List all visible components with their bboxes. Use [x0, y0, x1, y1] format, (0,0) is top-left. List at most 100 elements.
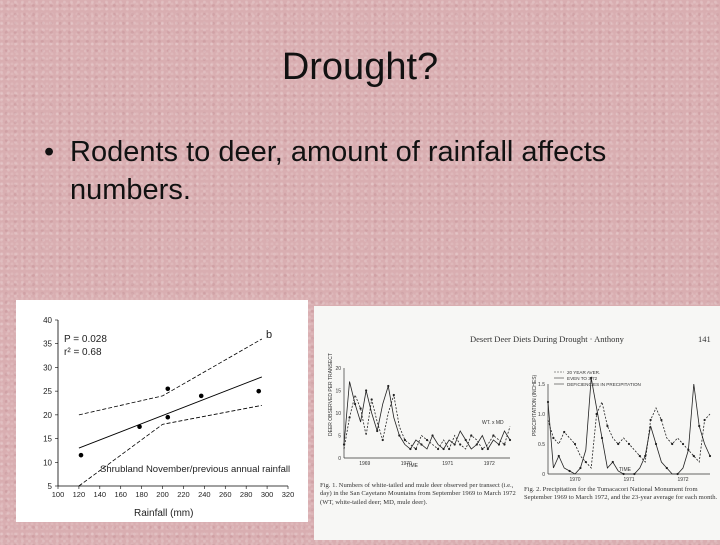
deer-chart-x-label: TIME — [406, 463, 419, 469]
precip-chart-x-tick-label: 1972 — [677, 477, 688, 483]
y-tick-label: 10 — [43, 458, 52, 467]
deer-chart-series-point — [414, 447, 418, 451]
deer-chart-series-point — [409, 447, 412, 451]
y-tick-label: 35 — [43, 340, 52, 349]
deer-chart-x-ticks: 1969 1970 1971 1972 — [359, 461, 495, 467]
precip-chart-x-tick-label: 1970 — [569, 477, 580, 483]
deer-chart-series-point — [420, 443, 423, 446]
data-point — [137, 424, 142, 430]
x-tick-label: 240 — [198, 490, 211, 499]
slide-title: Drought? — [281, 46, 439, 88]
deer-chart-series-point — [492, 434, 495, 437]
regression-line — [78, 376, 263, 449]
precip-chart-y-tick-label: 1.0 — [538, 412, 545, 418]
deer-chart-series-point — [459, 443, 462, 446]
journal-page-figure: Desert Deer Diets During Drought · Antho… — [314, 306, 720, 540]
deer-chart-series-point — [392, 393, 395, 397]
precip-chart-series-point — [557, 454, 560, 458]
deer-chart-series-point — [470, 434, 473, 437]
scatter-points — [78, 386, 262, 458]
precip-chart-series-point — [633, 472, 636, 476]
y-tick-label: 20 — [43, 411, 52, 420]
deer-chart-x-tick-label: 1971 — [442, 461, 453, 467]
precip-chart-series-point — [665, 466, 668, 470]
deer-chart-series-point — [436, 447, 440, 451]
deer-chart-y-tick-label: 20 — [335, 366, 341, 372]
scatter-x-label: Rainfall (mm) — [134, 508, 193, 519]
scatter-caption: Shrubland November/previous annual rainf… — [100, 464, 290, 475]
x-tick-label: 180 — [135, 490, 148, 499]
y-tick-label: 5 — [48, 482, 53, 491]
panel-label: b — [266, 329, 272, 341]
deer-chart-series-point — [425, 438, 429, 442]
y-tick-label: 30 — [43, 363, 52, 372]
deer-chart-series-point — [403, 438, 406, 442]
deer-chart-series-point — [481, 447, 484, 451]
precip-chart-caption-box: Fig. 2. Precipitation for the Tumacacori… — [524, 486, 718, 502]
precip-chart-series-point — [692, 454, 695, 458]
deer-chart-series-point — [370, 398, 373, 401]
precip-chart-series-point — [546, 400, 550, 404]
deer-chart-x-tick-label: 1969 — [359, 461, 370, 467]
precip-chart-y-tick-label: 0.5 — [538, 442, 545, 448]
precip-chart-series-point — [676, 472, 679, 476]
precip-chart-series-point — [627, 442, 631, 446]
precip-chart-series-point — [573, 442, 577, 446]
precip-chart-series-point — [584, 460, 587, 464]
deer-chart-x-tick-label: 1972 — [484, 461, 495, 467]
x-tick-label: 260 — [219, 490, 232, 499]
deer-chart-y-tick-label: 0 — [338, 456, 341, 462]
deer-chart-series-point — [448, 447, 451, 451]
precip-chart-series-point — [681, 442, 685, 446]
deer-chart-x-tick-label: 1970 — [401, 461, 412, 467]
x-tick-label: 200 — [156, 490, 169, 499]
precip-chart-series-point — [671, 442, 674, 446]
x-tick-label: 140 — [94, 490, 107, 499]
deer-chart-series-point — [453, 443, 456, 446]
precip-chart-series-point — [660, 418, 663, 422]
y-tick-label: 15 — [43, 435, 52, 444]
precip-chart-series-point — [552, 436, 555, 440]
deer-chart-series-point — [464, 438, 467, 442]
scatter-y-ticks: 5 10 15 20 25 30 35 40 — [43, 316, 58, 491]
deer-chart-caption-box: Fig. 1. Numbers of white-tailed and mule… — [320, 482, 516, 506]
x-tick-label: 220 — [177, 490, 190, 499]
precip-chart-caption: Fig. 2. Precipitation for the Tumacacori… — [524, 486, 718, 502]
deer-chart-series-point — [348, 416, 351, 419]
deer-series-label: WT. x MD — [482, 420, 504, 426]
precip-chart-y-ticks: 1.5 1.0 0.5 0 — [538, 382, 545, 478]
precip-chart-series-point — [595, 412, 598, 416]
precip-chart-series-point — [698, 424, 701, 428]
x-tick-label: 280 — [240, 490, 253, 499]
precip-chart-series-point — [708, 454, 712, 458]
journal-page-number: 141 — [698, 334, 711, 344]
data-point — [165, 386, 171, 392]
precip-chart-series-point — [638, 454, 641, 458]
deer-chart-y-tick-label: 15 — [335, 389, 341, 395]
bullet-text: Rodents to deer, amount of rainfall affe… — [70, 136, 607, 206]
deer-chart-y-tick-label: 5 — [338, 434, 341, 440]
scatter-fit-lines — [78, 338, 263, 487]
precip-chart-series-point — [654, 442, 658, 446]
deer-chart-series — [342, 381, 512, 451]
deer-chart-series-point — [442, 447, 445, 451]
deer-chart-caption: Fig. 1. Numbers of white-tailed and mule… — [320, 482, 516, 506]
x-tick-label: 320 — [282, 490, 295, 499]
precip-chart-series-line — [547, 377, 711, 475]
journal-header: Desert Deer Diets During Drought · Antho… — [470, 334, 625, 344]
x-tick-label: 300 — [261, 490, 274, 499]
deer-chart-series-point — [376, 429, 379, 433]
x-tick-label: 160 — [114, 490, 127, 499]
y-tick-label: 25 — [43, 387, 52, 396]
deer-chart-series-point — [353, 402, 357, 406]
deer-chart-series-point — [365, 389, 368, 392]
deer-chart-series-point — [497, 443, 501, 446]
precip-chart-series-point — [622, 472, 625, 476]
deer-chart-series-point — [475, 443, 478, 446]
deer-chart-y-tick-label: 10 — [335, 411, 341, 417]
deer-chart-series-point — [508, 438, 512, 442]
data-point — [78, 452, 84, 458]
confidence-lower-line — [78, 404, 262, 487]
precip-legend-label: EVEN TO 3/72 — [567, 376, 598, 381]
